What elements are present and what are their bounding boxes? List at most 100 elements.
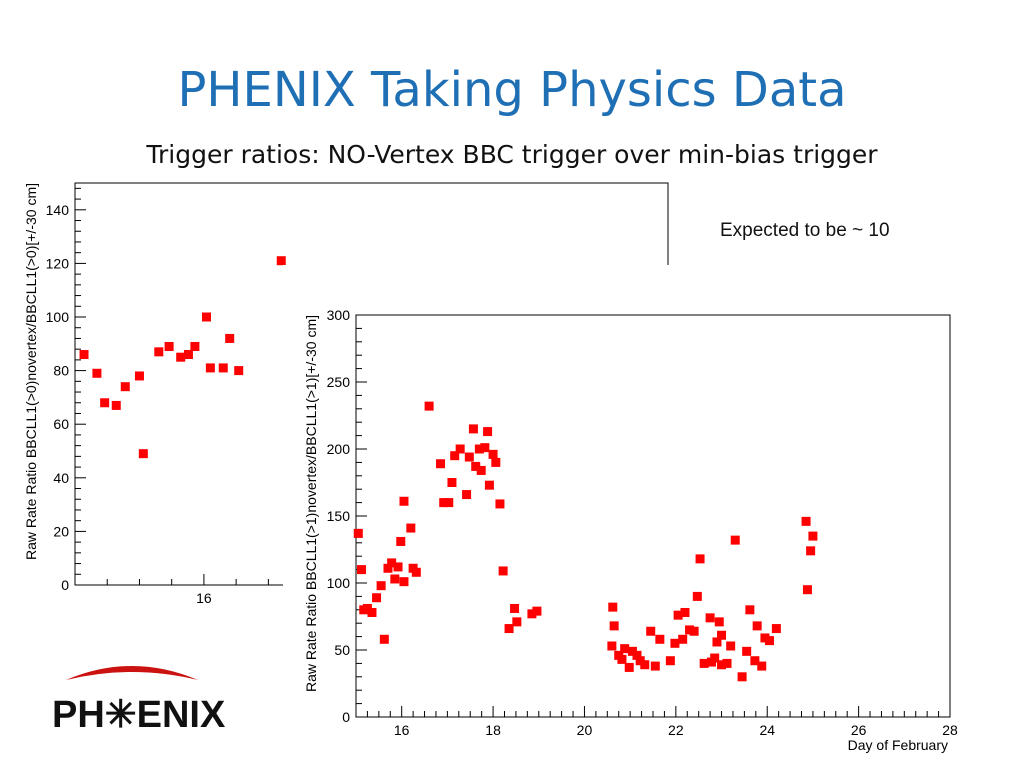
y-tick-label: 80 — [53, 363, 69, 379]
chart-2-panel — [283, 265, 1024, 768]
data-point — [717, 630, 727, 640]
y-tick-label: 60 — [53, 416, 69, 432]
data-point — [406, 523, 416, 533]
data-point — [134, 371, 144, 381]
data-point — [218, 363, 228, 373]
data-point — [742, 646, 752, 656]
data-point — [491, 457, 501, 467]
data-point — [379, 634, 389, 644]
data-point — [692, 591, 702, 601]
data-point — [635, 656, 645, 666]
data-point — [712, 637, 722, 647]
data-point — [627, 646, 637, 656]
data-point — [673, 610, 683, 620]
data-point — [532, 606, 542, 616]
x-tick-label: 16 — [394, 722, 410, 738]
data-point — [717, 660, 727, 670]
data-point — [680, 607, 690, 617]
data-point — [225, 333, 235, 343]
data-point — [722, 658, 732, 668]
data-point — [79, 350, 89, 360]
data-point — [705, 613, 715, 623]
data-point — [356, 565, 366, 575]
x-tick-label: 22 — [668, 722, 684, 738]
data-point — [483, 427, 493, 437]
data-point — [120, 382, 130, 392]
y-tick-label: 300 — [327, 307, 351, 323]
data-point — [624, 662, 634, 672]
data-point — [183, 350, 193, 360]
y-tick-label: 250 — [327, 374, 351, 390]
data-point — [390, 574, 400, 584]
data-point — [745, 605, 755, 615]
data-point — [399, 577, 409, 587]
data-point — [455, 444, 465, 454]
data-point — [474, 444, 484, 454]
data-point — [689, 626, 699, 636]
data-point — [495, 499, 505, 509]
data-point — [396, 536, 406, 546]
data-point — [476, 465, 486, 475]
data-point — [752, 621, 762, 631]
data-point — [383, 563, 393, 573]
data-point — [424, 401, 434, 411]
phenix-logo: PH✳ENIX — [52, 666, 226, 736]
data-point — [640, 660, 650, 670]
phenix-logo-text: PH✳ENIX — [52, 694, 226, 736]
data-point — [802, 585, 812, 595]
data-point — [393, 562, 403, 572]
expected-value-note: Expected to be ~ 10 — [720, 220, 890, 241]
data-point — [678, 634, 688, 644]
data-point — [234, 366, 244, 376]
y-axis-title: Raw Rate Ratio BBCLL1(>1)novertex/BBCLL1… — [303, 315, 319, 692]
data-point — [92, 368, 102, 378]
x-tick-label: 20 — [577, 722, 593, 738]
data-point — [771, 624, 781, 634]
slide-subtitle: Trigger ratios: NO-Vertex BBC trigger ov… — [146, 140, 878, 169]
y-tick-label: 0 — [61, 577, 69, 593]
data-point — [808, 531, 818, 541]
data-point — [484, 480, 494, 490]
data-point — [447, 478, 457, 487]
x-tick-label: 28 — [942, 722, 958, 738]
y-tick-label: 50 — [334, 642, 350, 658]
data-point — [670, 638, 680, 648]
data-point — [205, 363, 215, 373]
data-point — [699, 658, 709, 668]
data-point — [353, 528, 363, 538]
data-point — [399, 496, 409, 506]
data-point — [620, 644, 630, 654]
data-point — [468, 424, 478, 434]
phenix-logo-arc-icon — [66, 666, 198, 680]
y-tick-label: 200 — [327, 441, 351, 457]
data-point — [607, 641, 617, 651]
data-point — [801, 516, 811, 526]
data-point — [367, 607, 377, 617]
data-point — [471, 461, 481, 471]
y-tick-label: 120 — [46, 255, 70, 271]
data-point — [608, 602, 618, 612]
data-point — [488, 449, 498, 459]
data-point — [362, 603, 372, 613]
data-point — [750, 656, 760, 666]
data-point — [411, 567, 421, 577]
data-point — [760, 633, 770, 643]
data-point — [164, 341, 174, 351]
data-point — [757, 661, 767, 671]
y-tick-label: 150 — [327, 508, 351, 524]
data-point — [714, 617, 724, 627]
y-tick-label: 20 — [53, 523, 69, 539]
y-tick-label: 40 — [53, 470, 69, 486]
data-point — [650, 661, 660, 671]
data-point — [450, 451, 460, 461]
data-point — [527, 609, 537, 619]
data-point — [498, 566, 508, 576]
data-point — [387, 558, 397, 568]
slide-title: PHENIX Taking Physics Data — [177, 62, 847, 118]
data-point — [617, 654, 627, 664]
data-point — [111, 400, 121, 410]
data-point — [765, 636, 775, 646]
x-tick-label: 26 — [851, 722, 867, 738]
data-point — [695, 554, 705, 564]
